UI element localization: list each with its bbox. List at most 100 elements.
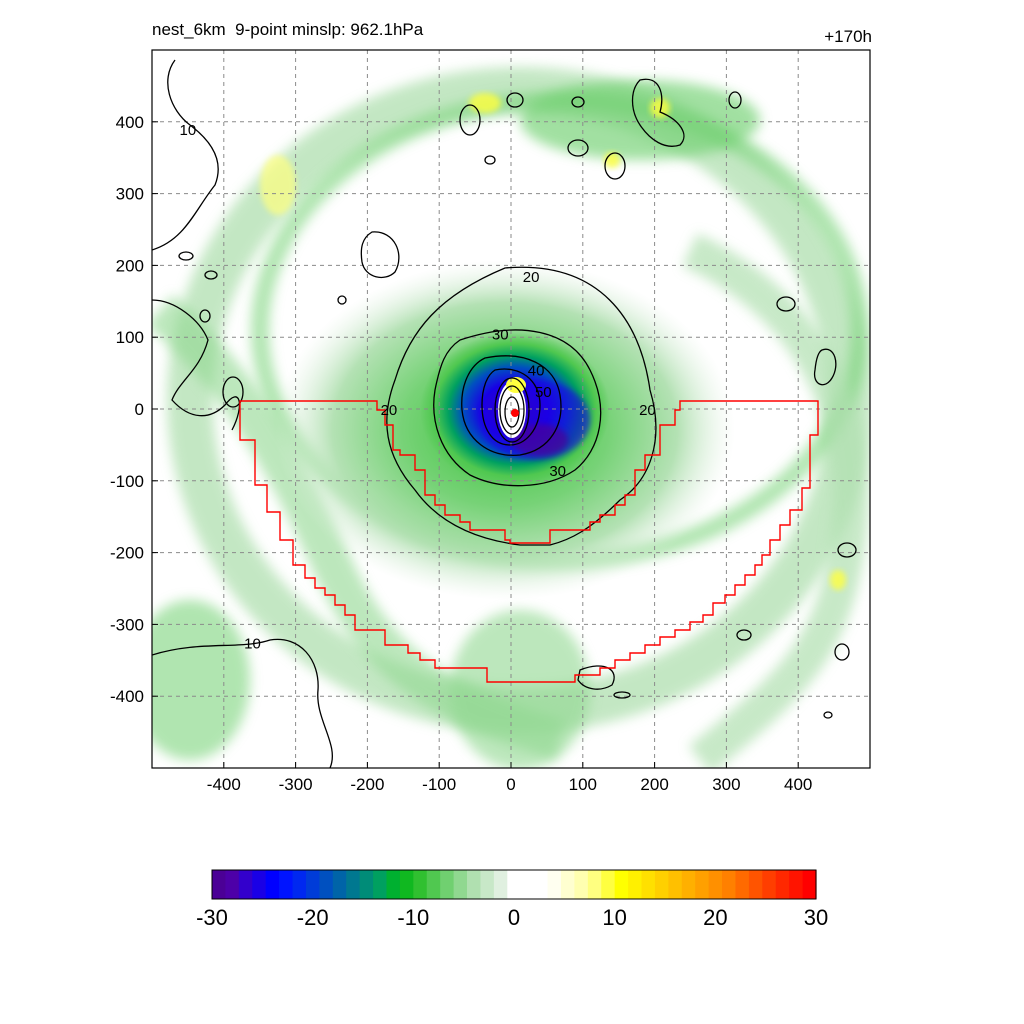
contour-closed — [613, 691, 631, 699]
contour-10-southwest — [152, 638, 333, 768]
positive-patch — [260, 155, 296, 215]
colorbar-swatch — [332, 870, 347, 899]
contour-closed — [736, 629, 752, 641]
colorbar-tick-label: 0 — [508, 905, 520, 930]
colorbar-swatch — [225, 870, 240, 899]
colorbar-swatch — [534, 870, 549, 899]
colorbar-swatch — [547, 870, 562, 899]
colorbar-swatch — [493, 870, 508, 899]
colorbar-swatch — [413, 870, 428, 899]
contour-30 — [433, 329, 602, 487]
colorbar-swatch — [574, 870, 589, 899]
contour-closed — [178, 251, 194, 261]
contour-label: 50 — [535, 384, 552, 401]
colorbar-swatch — [789, 870, 804, 899]
contour-closed — [506, 92, 524, 108]
colorbar-swatch — [399, 870, 414, 899]
colorbar-swatch — [507, 870, 522, 899]
colorbar-swatch — [212, 870, 227, 899]
colorbar-swatch — [601, 870, 616, 899]
colorbar-tick-label: 30 — [804, 905, 828, 930]
colorbar-swatch — [346, 870, 361, 899]
contour-closed — [776, 296, 796, 312]
y-tick-label: 200 — [116, 256, 144, 275]
x-axis: -400 -300 -200 -100 0 100 200 300 400 — [207, 762, 812, 794]
colorbar-swatch — [587, 870, 602, 899]
colorbar-swatch — [775, 870, 790, 899]
contour-closed — [459, 104, 481, 136]
colorbar-swatch — [735, 870, 750, 899]
y-tick-label: 0 — [135, 400, 144, 419]
contour-closed — [567, 139, 589, 157]
contour-closed — [631, 78, 685, 147]
y-tick-label: 300 — [116, 185, 144, 204]
colorbar-swatch — [238, 870, 253, 899]
colorbar-tick-label: 10 — [602, 905, 626, 930]
colorbar-swatch — [802, 870, 817, 899]
figure-title: nest_6km 9-point minslp: 962.1hPa — [152, 20, 424, 39]
contour-closed — [837, 542, 857, 558]
colorbar-swatch — [520, 870, 535, 899]
eastern-rainband — [682, 233, 869, 768]
contour-70 — [499, 385, 525, 435]
contour-label: 30 — [549, 463, 566, 480]
colorbar-tick-label: -30 — [196, 905, 228, 930]
colorbar-swatch — [695, 870, 710, 899]
contour-label: 20 — [639, 402, 656, 419]
south-patch — [450, 610, 590, 768]
colorbar-swatch — [279, 870, 294, 899]
colorbar-tick-label: -20 — [297, 905, 329, 930]
colorbar-swatch — [560, 870, 575, 899]
y-tick-label: -200 — [110, 544, 144, 563]
y-axis: 400 300 200 100 0 -100 -200 -300 -400 — [110, 113, 158, 706]
contour-10-northwest — [152, 59, 219, 251]
contour-closed — [204, 270, 218, 280]
storm-eye — [498, 382, 526, 438]
positive-patch — [830, 570, 846, 590]
contour-closed — [484, 155, 496, 165]
contour-label: 40 — [528, 363, 545, 380]
southwest-patch — [152, 600, 250, 760]
contour-closed — [728, 91, 742, 109]
contour-label: 20 — [523, 269, 540, 286]
colorbar-swatch — [252, 870, 267, 899]
colorbar-swatch — [373, 870, 388, 899]
colorbar-swatch — [762, 870, 777, 899]
contour-label: 10 — [180, 122, 197, 139]
colorbar-swatch — [722, 870, 737, 899]
y-tick-label: -100 — [110, 472, 144, 491]
colorbar-swatch — [453, 870, 468, 899]
contour-lines — [152, 59, 857, 768]
colorbar-swatch — [654, 870, 669, 899]
colorbar-swatch — [467, 870, 482, 899]
contour-closed — [604, 152, 626, 180]
y-tick-label: -400 — [110, 687, 144, 706]
colorbar-swatch — [681, 870, 696, 899]
colorbar-tick-label: -10 — [397, 905, 429, 930]
positive-patch — [469, 93, 501, 113]
x-tick-label: -400 — [207, 775, 241, 794]
contour-closed — [834, 643, 850, 661]
positive-patch — [650, 98, 670, 118]
contour-closed — [577, 665, 615, 690]
contour-closed — [571, 96, 585, 108]
contour-80 — [504, 396, 520, 428]
y-tick-label: 400 — [116, 113, 144, 132]
colorbar-swatch — [628, 870, 643, 899]
colorbar-swatch — [668, 870, 683, 899]
colorbar-swatch — [614, 870, 629, 899]
x-tick-label: 200 — [640, 775, 668, 794]
colorbar-swatch — [480, 870, 495, 899]
y-tick-label: 100 — [116, 328, 144, 347]
colorbar-swatch — [292, 870, 307, 899]
colorbar-swatch — [359, 870, 374, 899]
colorbar-swatch — [426, 870, 441, 899]
colorbar: -30 -20 -10 0 10 20 30 — [196, 869, 828, 930]
contour-60 — [494, 377, 530, 443]
colorbar-frame — [211, 869, 817, 900]
contour-closed — [199, 309, 211, 323]
x-tick-label: 100 — [569, 775, 597, 794]
colorbar-swatches — [212, 870, 817, 899]
contour-closed — [813, 348, 837, 386]
